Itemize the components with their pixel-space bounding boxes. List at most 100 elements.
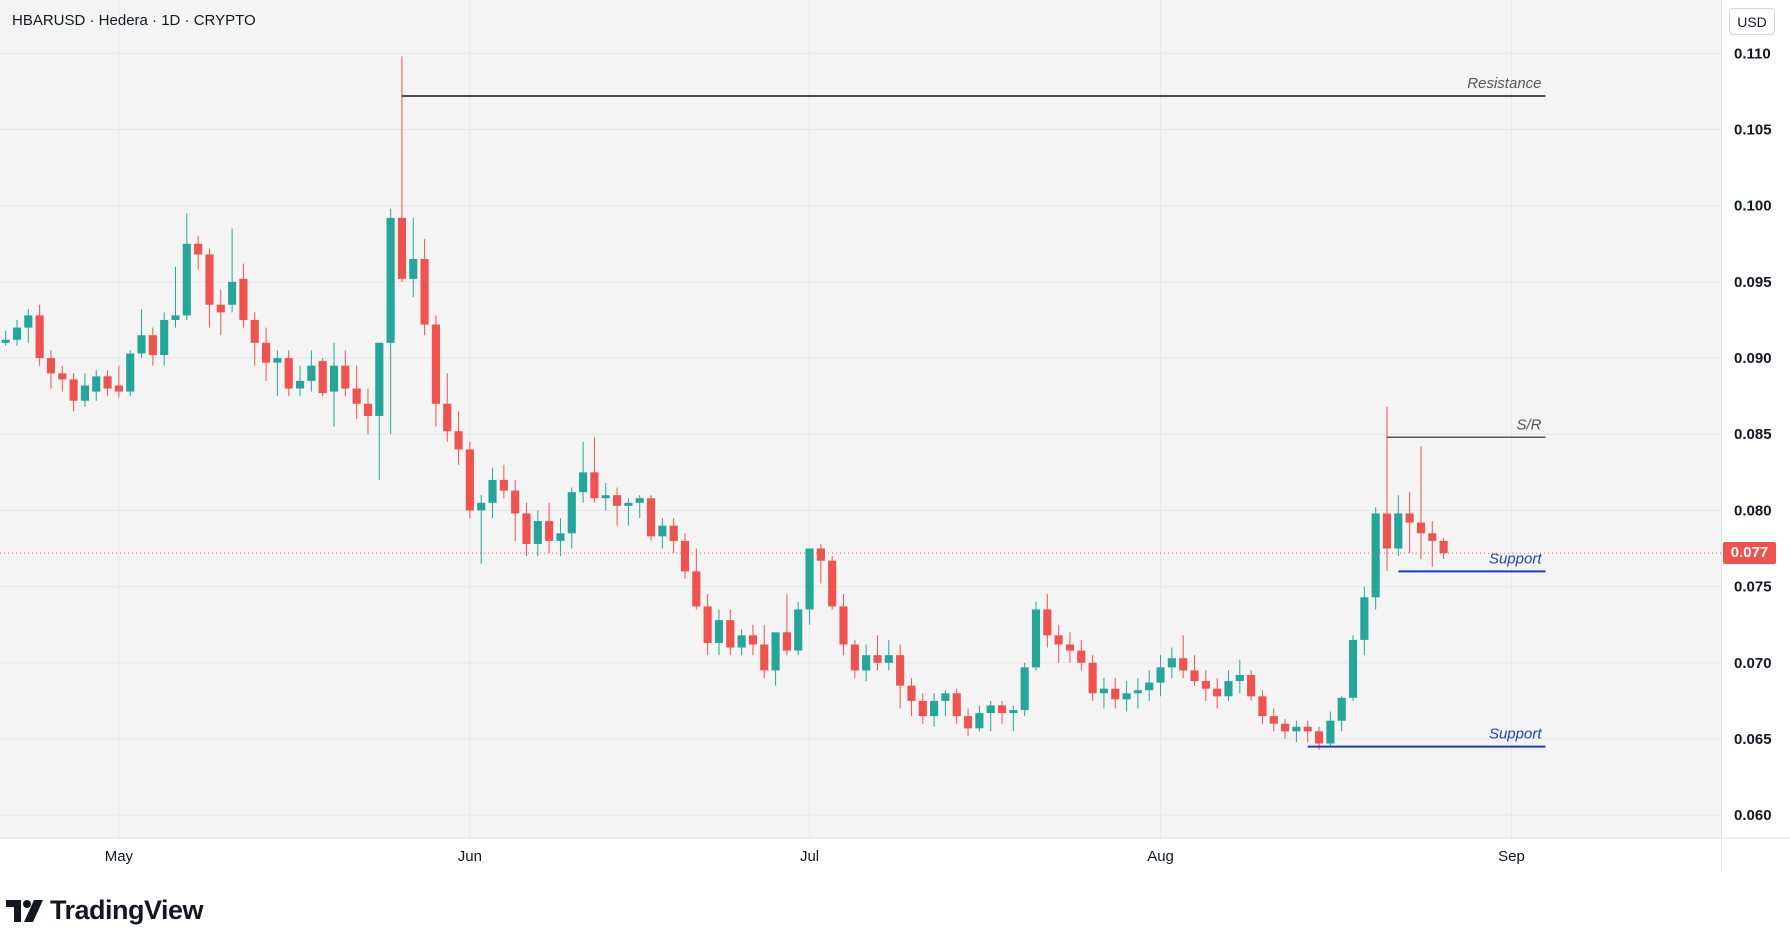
candle-body (771, 632, 780, 671)
candle-body (635, 498, 644, 503)
candle (692, 548, 701, 610)
candle (601, 482, 610, 511)
candle-body (839, 606, 848, 645)
candle (1382, 406, 1392, 572)
candle (114, 365, 123, 398)
candle (1416, 446, 1426, 560)
candle-body (239, 278, 248, 320)
candle (1099, 678, 1109, 709)
candle (1133, 678, 1142, 709)
candle (1201, 670, 1210, 701)
candle-body (1303, 726, 1312, 732)
candle-body (1235, 674, 1244, 682)
candle (794, 601, 803, 656)
candle-body (726, 620, 735, 648)
candle (963, 708, 973, 736)
x-tick-label: Aug (1147, 848, 1174, 865)
candle-body (499, 479, 508, 491)
candle (182, 213, 191, 320)
candle (205, 248, 214, 328)
logo-text: TradingView (50, 895, 204, 925)
candle (1303, 720, 1312, 743)
candle (1043, 594, 1052, 648)
candle (216, 289, 225, 336)
candle (250, 312, 259, 366)
candle-body (465, 449, 474, 511)
candle-body (261, 342, 271, 363)
price-scale[interactable] (1721, 0, 1790, 872)
candle (850, 639, 859, 679)
candle-body (1145, 682, 1154, 691)
candle-body (816, 548, 825, 561)
candle (816, 543, 825, 584)
candle-body (194, 243, 203, 255)
candle-body (556, 533, 565, 541)
support-lower-label: Support (1489, 726, 1542, 743)
y-tick-label: 0.100 (1734, 198, 1772, 215)
symbol-header[interactable]: HBARUSD · Hedera · 1D · CRYPTO (12, 12, 256, 29)
candle (499, 464, 508, 499)
candle-body (714, 620, 724, 643)
candle-body (658, 525, 667, 537)
y-tick-label: 0.075 (1734, 579, 1772, 596)
x-tick-label: Sep (1498, 848, 1525, 865)
candle-body (511, 490, 520, 514)
candle-body (35, 315, 44, 359)
candle-body (646, 498, 656, 537)
candle-body (24, 315, 33, 328)
candle (567, 487, 576, 549)
candle-body (352, 388, 361, 404)
candle (341, 350, 350, 397)
candle-body (1122, 693, 1131, 700)
candle (1111, 678, 1120, 709)
candle-body (1314, 731, 1324, 744)
y-tick-label: 0.095 (1734, 274, 1772, 291)
candle-body (680, 540, 690, 572)
time-scale[interactable] (0, 839, 1721, 872)
candle-body (420, 259, 429, 325)
candle-body (1133, 690, 1142, 694)
currency-button[interactable]: USD (1729, 8, 1775, 35)
y-tick-label: 0.070 (1734, 655, 1772, 672)
candle (1213, 678, 1222, 709)
candle (1269, 708, 1278, 732)
candle (1179, 635, 1188, 679)
candle (1235, 659, 1244, 694)
chart-pane[interactable] (0, 0, 1721, 872)
candle (137, 309, 146, 359)
candle (284, 350, 293, 397)
candle-body (148, 335, 157, 356)
candle-body (1009, 710, 1018, 714)
candle-body (794, 609, 803, 651)
candle-body (273, 358, 282, 363)
candle (1348, 635, 1358, 701)
candle-body (624, 502, 633, 506)
candle (318, 358, 327, 397)
candle (635, 495, 644, 519)
candle (465, 441, 474, 519)
candle (511, 479, 520, 541)
candle (126, 350, 135, 397)
candle (1077, 639, 1086, 671)
candle-body (1167, 658, 1176, 668)
candle (397, 56, 407, 282)
candle-body (409, 259, 418, 279)
candle-body (884, 655, 893, 663)
candle-body (488, 479, 497, 503)
candle-body (1292, 726, 1301, 732)
candle-body (737, 635, 746, 648)
candle (726, 609, 735, 656)
candle-body (295, 380, 305, 389)
tradingview-logo[interactable]: TradingView (6, 895, 204, 926)
candle (646, 495, 656, 541)
candle (545, 502, 554, 554)
candle (1145, 670, 1154, 701)
candle-body (1428, 533, 1437, 541)
candle-body (1020, 667, 1029, 711)
candle (420, 239, 429, 336)
candle-body (522, 513, 531, 544)
candle-body (341, 365, 350, 389)
y-axis-ticks: 0.060 0.065 0.070 0.075 0.080 0.085 0.090 0.095… (1734, 45, 1772, 824)
candle-body (1247, 674, 1256, 697)
resistance-label: Resistance (1467, 75, 1541, 92)
